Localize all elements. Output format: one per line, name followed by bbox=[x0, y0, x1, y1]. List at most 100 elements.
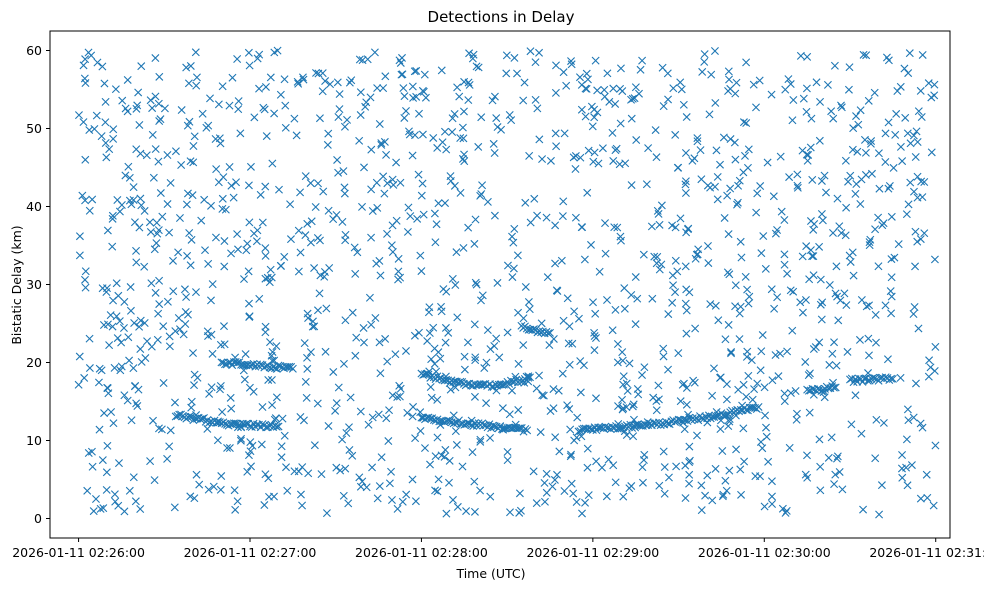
data-point bbox=[532, 499, 541, 508]
data-point bbox=[460, 157, 469, 166]
data-point bbox=[81, 55, 90, 64]
data-point bbox=[430, 209, 439, 218]
data-point bbox=[245, 299, 253, 308]
data-point bbox=[725, 415, 734, 424]
data-point bbox=[716, 373, 725, 382]
data-point bbox=[234, 97, 243, 106]
data-point bbox=[396, 58, 405, 67]
data-point bbox=[377, 139, 386, 148]
data-point bbox=[476, 486, 485, 495]
data-point bbox=[242, 246, 251, 255]
data-point bbox=[358, 202, 367, 211]
data-point bbox=[408, 412, 417, 421]
data-point bbox=[515, 508, 524, 517]
data-point bbox=[571, 151, 580, 160]
data-point bbox=[627, 114, 636, 123]
data-point bbox=[109, 125, 118, 134]
data-point bbox=[652, 153, 661, 162]
data-point bbox=[884, 184, 893, 193]
data-point bbox=[731, 155, 740, 164]
data-point bbox=[433, 433, 442, 442]
data-point bbox=[488, 96, 497, 105]
data-point bbox=[109, 419, 118, 428]
data-point bbox=[387, 467, 396, 476]
data-point bbox=[413, 214, 422, 223]
data-point bbox=[576, 388, 585, 397]
data-point bbox=[559, 316, 568, 325]
data-point bbox=[258, 218, 267, 227]
data-point bbox=[272, 393, 281, 402]
data-point bbox=[266, 265, 275, 274]
data-point bbox=[192, 470, 201, 479]
data-point bbox=[884, 118, 893, 127]
data-point bbox=[335, 105, 344, 114]
data-point bbox=[145, 218, 154, 227]
data-point bbox=[382, 150, 391, 159]
data-point bbox=[260, 105, 269, 114]
data-point bbox=[567, 479, 576, 488]
data-point bbox=[566, 452, 575, 461]
data-point bbox=[568, 339, 577, 348]
data-point bbox=[486, 492, 495, 501]
data-point bbox=[563, 401, 572, 410]
data-point bbox=[660, 463, 669, 472]
data-point bbox=[134, 88, 143, 97]
data-point bbox=[160, 104, 169, 113]
data-point bbox=[497, 125, 506, 134]
data-point bbox=[563, 294, 572, 303]
data-point bbox=[538, 155, 547, 164]
data-point bbox=[685, 288, 694, 297]
data-point bbox=[97, 366, 106, 375]
data-point bbox=[901, 113, 910, 122]
data-point bbox=[544, 329, 553, 338]
data-point bbox=[281, 101, 290, 110]
data-point bbox=[174, 313, 183, 322]
data-point bbox=[460, 150, 469, 159]
data-point bbox=[893, 86, 902, 95]
data-point bbox=[843, 347, 852, 356]
data-point bbox=[256, 190, 265, 199]
data-point bbox=[708, 496, 717, 505]
data-point bbox=[440, 127, 449, 136]
data-point bbox=[400, 113, 409, 122]
data-point bbox=[655, 220, 664, 229]
data-point bbox=[159, 322, 168, 331]
data-point bbox=[782, 506, 791, 515]
data-point bbox=[530, 194, 539, 203]
data-point bbox=[830, 338, 839, 347]
data-point bbox=[870, 88, 879, 97]
data-point bbox=[836, 101, 845, 110]
data-point bbox=[177, 161, 186, 169]
data-point bbox=[549, 404, 558, 413]
data-point bbox=[682, 400, 691, 409]
data-point bbox=[171, 327, 180, 336]
data-point bbox=[812, 78, 821, 87]
data-point bbox=[246, 438, 255, 447]
data-point bbox=[434, 475, 443, 484]
data-point bbox=[616, 84, 625, 93]
data-point bbox=[304, 314, 313, 323]
data-point bbox=[748, 395, 757, 404]
data-point bbox=[332, 210, 341, 219]
data-point bbox=[209, 482, 218, 491]
data-point bbox=[149, 416, 158, 425]
data-point bbox=[724, 422, 733, 431]
data-point bbox=[535, 48, 544, 57]
data-point bbox=[154, 226, 163, 235]
data-point bbox=[91, 495, 100, 504]
data-point bbox=[468, 54, 477, 63]
data-point bbox=[125, 173, 134, 182]
data-point bbox=[894, 240, 903, 249]
data-point bbox=[898, 451, 907, 459]
data-point bbox=[294, 467, 303, 476]
data-point bbox=[97, 132, 106, 141]
data-point bbox=[301, 377, 310, 386]
data-point bbox=[301, 172, 310, 181]
data-point bbox=[377, 140, 386, 149]
data-point bbox=[849, 271, 858, 280]
data-point bbox=[207, 383, 216, 392]
data-point bbox=[111, 497, 120, 506]
data-point bbox=[754, 402, 763, 411]
data-point bbox=[719, 490, 728, 499]
data-point bbox=[558, 369, 567, 378]
